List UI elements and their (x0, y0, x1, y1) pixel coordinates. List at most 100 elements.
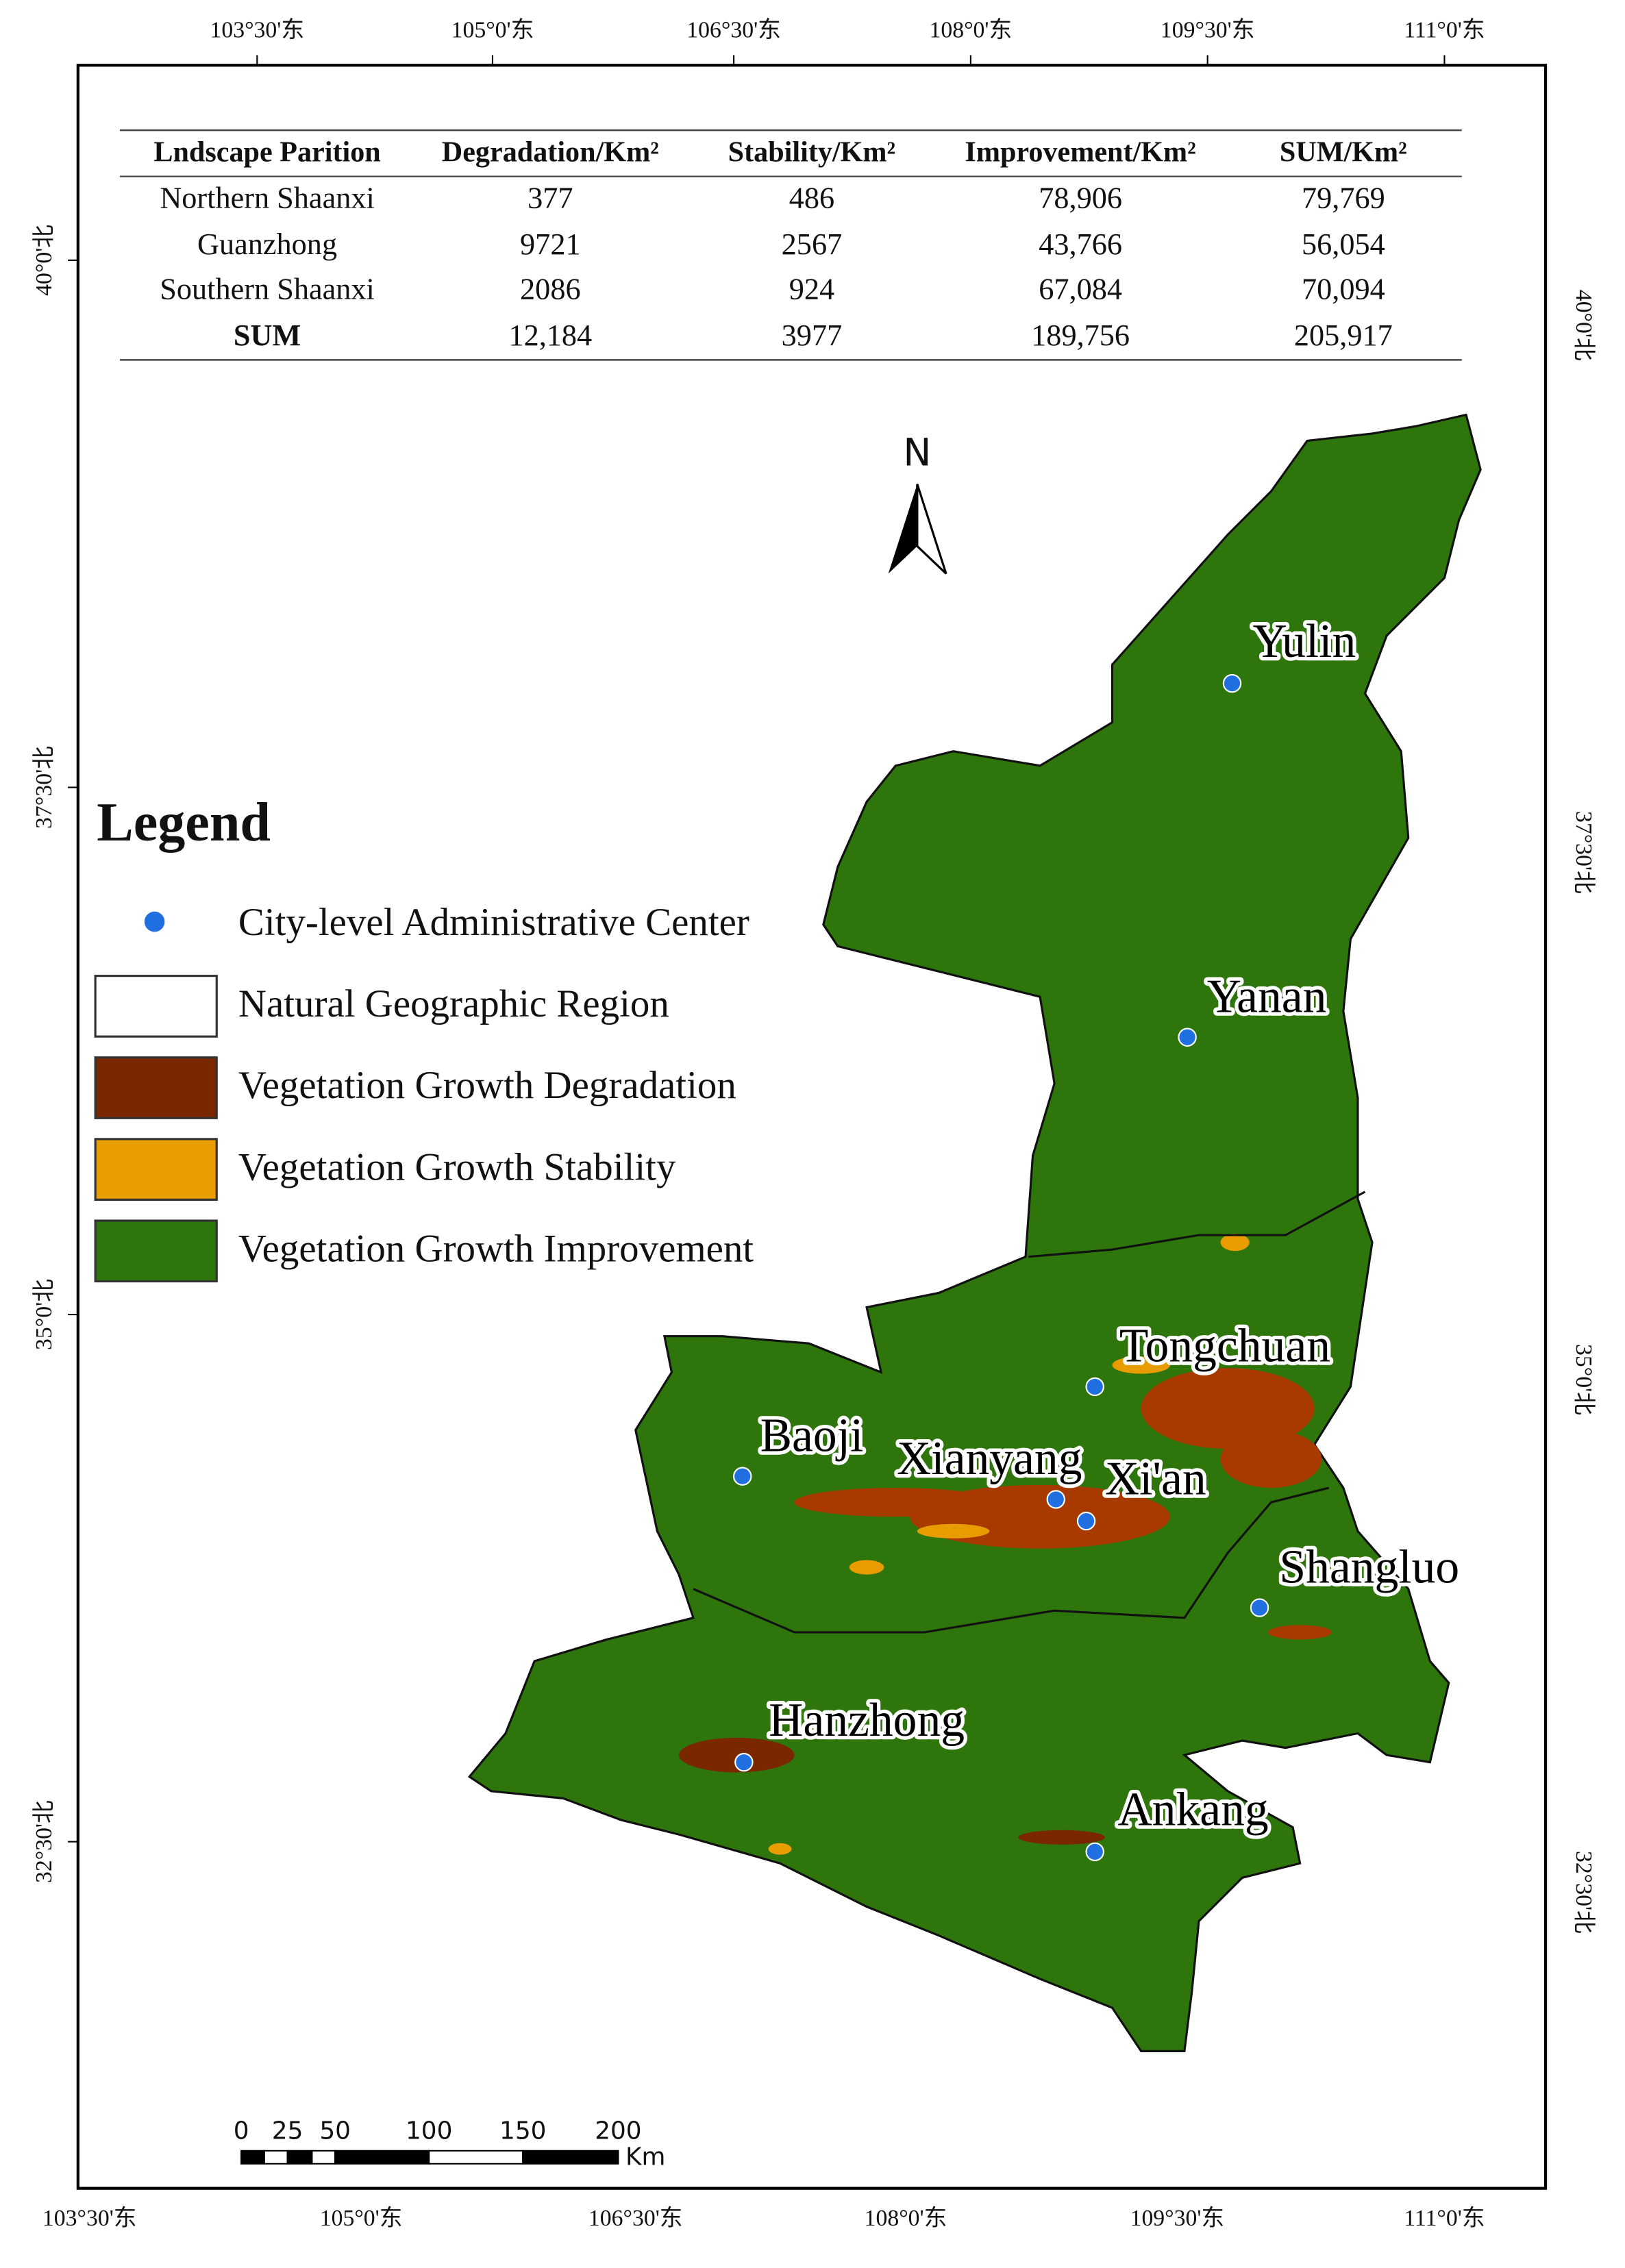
table-cell: 43,766 (1039, 227, 1122, 261)
province-shape (467, 413, 1482, 2052)
latitude-label: 35°0'北 (1571, 1344, 1596, 1415)
longitude-label: 111°0'东 (1404, 2205, 1485, 2231)
stability-patch (768, 1843, 792, 1855)
city-label: Xi'an (1105, 1453, 1206, 1506)
city-dot (1250, 1598, 1269, 1617)
latitude-label: 40°0'北 (1571, 290, 1596, 361)
city-label: Shangluo (1279, 1541, 1459, 1593)
legend-swatch (94, 1138, 218, 1201)
table-cell: Southern Shaanxi (160, 272, 375, 306)
city-dot (733, 1467, 752, 1486)
legend-swatch (94, 975, 218, 1038)
degradation-patches (678, 1368, 1332, 1845)
city-dot (1046, 1490, 1065, 1509)
degradation-patch (794, 1488, 997, 1517)
north-arrow (916, 484, 947, 575)
city-label: Xianyang (897, 1432, 1082, 1485)
longitude-label: 106°30'东 (588, 2205, 683, 2231)
scale-label: 25 (272, 2117, 303, 2145)
scale-segment (311, 2149, 336, 2165)
scale-label: 50 (319, 2117, 351, 2145)
degradation-patch (1141, 1368, 1315, 1449)
scale-segment (240, 2149, 265, 2165)
table-cell: Northern Shaanxi (160, 182, 374, 215)
legend-label: Vegetation Growth Stability (238, 1145, 676, 1188)
longitude-label: 103°30'东 (42, 2205, 137, 2231)
table-header: Improvement/Km² (965, 136, 1195, 169)
city-label: Yanan (1207, 970, 1327, 1023)
city-label: Ankang (1117, 1784, 1268, 1836)
longitude-label: 108°0'东 (865, 2205, 947, 2231)
scale-segment (428, 2149, 524, 2165)
latitude-label: 32°30'北 (1571, 1851, 1596, 1934)
latitude-label: 32°30'北 (32, 1800, 57, 1883)
legend-label: Vegetation Growth Improvement (238, 1227, 754, 1270)
degradation-patch (678, 1737, 795, 1773)
legend-label: City-level Administrative Center (238, 901, 749, 944)
region-boundary (693, 1191, 1366, 1634)
legend-swatch (94, 1219, 218, 1283)
table-cell: 486 (789, 182, 834, 215)
scale-segment (522, 2149, 619, 2165)
longitude-label: 108°0'东 (930, 16, 1013, 42)
stability-patch (1220, 1233, 1250, 1251)
longitude-label: 111°0'东 (1404, 16, 1485, 42)
stability-patch (849, 1560, 884, 1575)
table-cell: 3977 (782, 319, 843, 352)
longitude-label: 109°30'东 (1161, 16, 1255, 42)
table-cell: 205,917 (1294, 319, 1393, 352)
scale-label: 100 (406, 2117, 452, 2145)
city-dot (1222, 673, 1242, 693)
table-header: Stability/Km² (728, 136, 896, 169)
table-cell: 924 (789, 272, 834, 306)
legend-label: Vegetation Growth Degradation (238, 1064, 736, 1107)
city-label: Hanzhong (769, 1694, 965, 1747)
north-label: N (903, 431, 931, 475)
table-cell: SUM (234, 319, 301, 352)
degradation-patch (1268, 1625, 1332, 1640)
table-cell: 2567 (782, 227, 843, 261)
scale-unit: Km (625, 2143, 665, 2171)
city-label: Baoji (760, 1409, 864, 1462)
city-dot (734, 1752, 754, 1772)
table-cell: 56,054 (1302, 227, 1385, 261)
scale-label: 200 (595, 2117, 641, 2145)
degradation-patch (1018, 1830, 1105, 1845)
table-cell: 2086 (520, 272, 581, 306)
legend-swatch (94, 1056, 218, 1119)
table-cell: 78,906 (1039, 182, 1122, 215)
table-cell: 79,769 (1302, 182, 1385, 215)
city-dot (1085, 1377, 1104, 1397)
city-dot (1076, 1511, 1096, 1531)
longitude-label: 103°30'东 (210, 16, 305, 42)
city-label: Yulin (1253, 615, 1356, 668)
scale-segment (286, 2149, 313, 2165)
latitude-label: 37°30'北 (32, 746, 57, 829)
scale-segment (263, 2149, 288, 2165)
table-header: Lndscape Parition (153, 136, 380, 169)
table-cell: 12,184 (508, 319, 592, 352)
stability-patch (917, 1523, 990, 1538)
stability-patches (768, 1233, 1250, 1855)
city-label: Tongchuan (1119, 1320, 1330, 1373)
scale-segment (334, 2149, 430, 2165)
legend-label: Natural Geographic Region (238, 982, 669, 1025)
latitude-label: 40°0'北 (32, 225, 57, 296)
table-cell: 67,084 (1039, 272, 1122, 306)
table-header: SUM/Km² (1280, 136, 1407, 169)
stability-patch (1112, 1356, 1170, 1374)
table-cell: 377 (528, 182, 573, 215)
latitude-label: 35°0'北 (32, 1279, 57, 1350)
longitude-label: 106°30'东 (686, 16, 781, 42)
scale-label: 0 (234, 2117, 249, 2145)
table-cell: 9721 (520, 227, 581, 261)
legend-title: Legend (97, 793, 271, 853)
city-dot (1178, 1027, 1197, 1047)
table-cell: Guanzhong (197, 227, 337, 261)
legend-dot (144, 911, 165, 932)
table-cell: 189,756 (1031, 319, 1130, 352)
north-arrow (888, 484, 917, 574)
